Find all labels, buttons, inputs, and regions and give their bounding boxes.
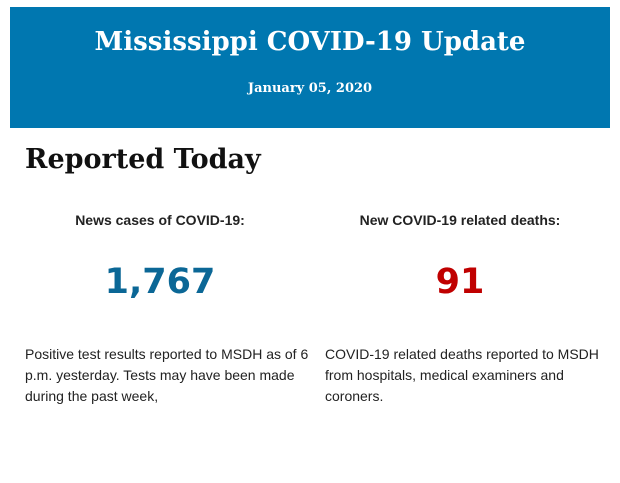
section-title: Reported Today: [25, 144, 261, 175]
deaths-label: New COVID-19 related deaths:: [359, 212, 561, 228]
cases-label: News cases of COVID-19:: [75, 212, 245, 228]
cases-value: 1,767: [104, 262, 216, 302]
header-banner: Mississippi COVID-19 Update January 05, …: [10, 7, 610, 128]
deaths-description: COVID-19 related deaths reported to MSDH…: [325, 346, 599, 404]
deaths-panel: New COVID-19 related deaths: 91: [315, 210, 605, 304]
page-title: Mississippi COVID-19 Update: [94, 27, 526, 57]
cases-panel: News cases of COVID-19: 1,767: [15, 210, 305, 304]
deaths-value: 91: [435, 262, 485, 302]
cases-description: Positive test results reported to MSDH a…: [25, 346, 309, 404]
report-date: January 05, 2020: [247, 81, 373, 96]
